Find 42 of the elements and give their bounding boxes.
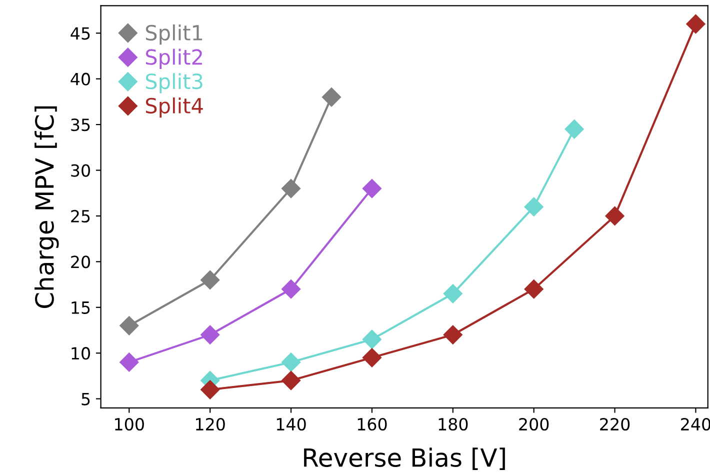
y-tick-label: 35: [71, 118, 90, 132]
point: [605, 206, 624, 226]
point: [200, 380, 220, 400]
point: [443, 284, 462, 304]
point: [564, 120, 584, 139]
y-tick-label: 20: [71, 256, 90, 268]
point: [524, 280, 544, 299]
point: [120, 352, 139, 372]
y-tick-label: 10: [72, 347, 90, 360]
point: [281, 370, 301, 390]
x-tick-label: 220: [600, 418, 630, 431]
point: [686, 14, 706, 34]
point: [362, 348, 382, 368]
legend-label: Split4: [146, 97, 203, 118]
point: [322, 88, 342, 107]
y-tick-label: 5: [82, 392, 90, 406]
point: [362, 330, 382, 349]
x-tick-label: 160: [358, 418, 387, 431]
y-tick-label: 45: [70, 27, 90, 40]
x-tick-label: 180: [438, 418, 468, 431]
x-tick-label: 120: [196, 418, 225, 431]
y-tick-label: 15: [72, 302, 90, 314]
legend-label: Split2: [146, 48, 202, 69]
y-tick-label: 40: [70, 72, 90, 86]
point: [120, 316, 139, 336]
y-axis-title: Charge MPV [fC]: [34, 106, 59, 308]
point: [281, 280, 301, 299]
point: [524, 197, 544, 216]
y-tick-label: 25: [71, 210, 90, 223]
y-tick-label: 30: [71, 164, 90, 177]
point: [281, 179, 301, 198]
x-tick-label: 200: [519, 418, 549, 431]
legend-label: Split1: [146, 24, 202, 45]
x-axis-title: Reverse Bias [V]: [304, 448, 505, 470]
point: [200, 325, 220, 344]
legend-label: Split3: [146, 73, 202, 94]
x-tick-label: 140: [276, 418, 306, 431]
x-tick-label: 100: [115, 418, 144, 431]
point: [281, 352, 301, 372]
point: [443, 325, 462, 344]
point: [200, 270, 220, 290]
point: [362, 179, 382, 198]
